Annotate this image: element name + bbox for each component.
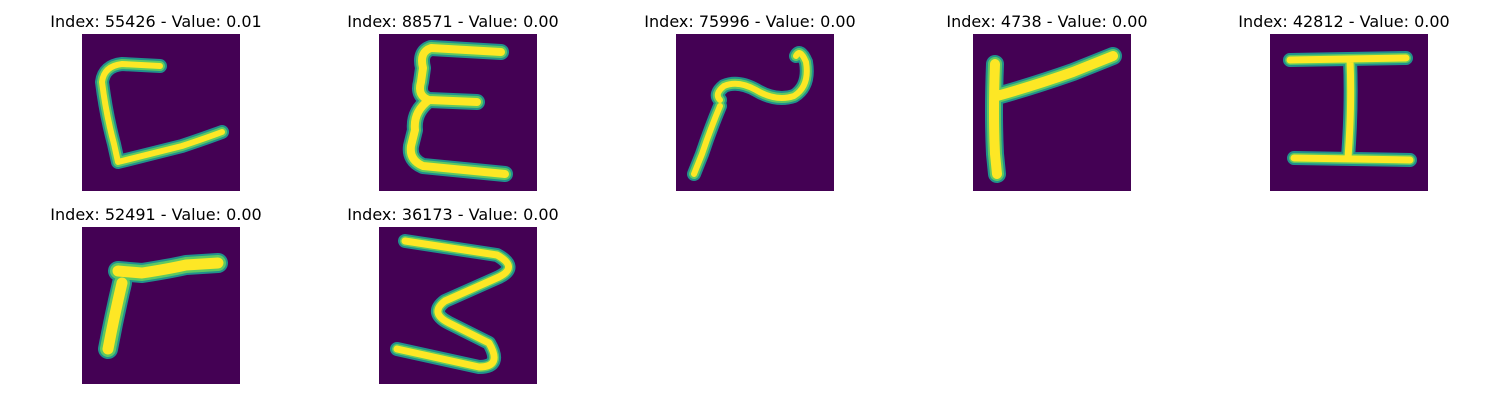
glyph-n-shape — [687, 46, 814, 181]
panel-6: Index: 52491 - Value: 0.00 — [26, 193, 286, 384]
digit-image — [973, 34, 1131, 191]
panel-3: Index: 75996 - Value: 0.00 — [620, 0, 880, 191]
panel-title: Index: 36173 - Value: 0.00 — [347, 205, 559, 224]
panel-title: Index: 4738 - Value: 0.00 — [946, 12, 1148, 31]
digit-image — [82, 227, 240, 384]
digit-image — [1270, 34, 1428, 191]
panel-1: Index: 55426 - Value: 0.01 — [26, 0, 286, 191]
panel-2: Index: 88571 - Value: 0.00 — [323, 0, 583, 191]
panel-7: Index: 36173 - Value: 0.00 — [323, 193, 583, 384]
glyph-c-shape — [95, 57, 229, 169]
panel-5: Index: 42812 - Value: 0.00 — [1214, 0, 1474, 191]
digit-image — [379, 227, 537, 384]
digit-image — [82, 34, 240, 191]
panel-4: Index: 4738 - Value: 0.00 — [917, 0, 1177, 191]
panel-title: Index: 55426 - Value: 0.01 — [50, 12, 262, 31]
digit-image — [676, 34, 834, 191]
panel-title: Index: 42812 - Value: 0.00 — [1238, 12, 1450, 31]
glyph-r-shape — [98, 253, 228, 359]
glyph-3-shape — [390, 234, 516, 374]
glyph-epsilon-shape — [402, 40, 513, 182]
glyph-r-shape — [985, 47, 1122, 183]
panel-title: Index: 52491 - Value: 0.00 — [50, 205, 262, 224]
glyph-i-shape — [1283, 51, 1417, 167]
digit-image — [379, 34, 537, 191]
panel-title: Index: 88571 - Value: 0.00 — [347, 12, 559, 31]
panel-title: Index: 75996 - Value: 0.00 — [644, 12, 856, 31]
